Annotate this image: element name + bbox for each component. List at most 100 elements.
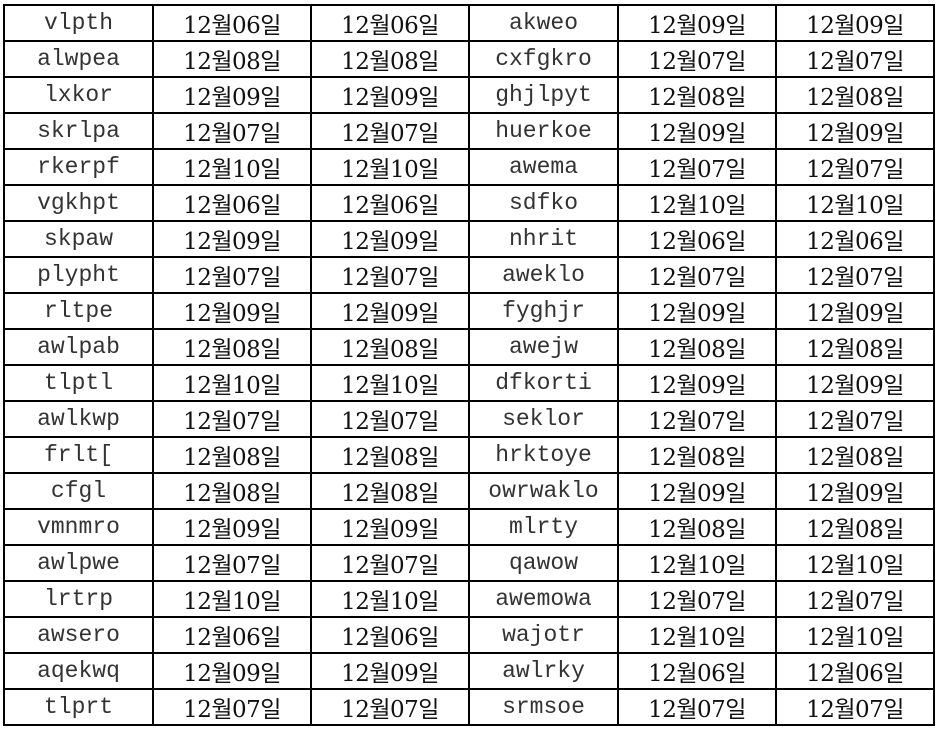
- date-cell[interactable]: 12월08일: [310, 328, 470, 366]
- date-cell[interactable]: 12월07일: [775, 40, 935, 78]
- date-cell[interactable]: 12월06일: [152, 616, 312, 654]
- date-cell[interactable]: 12월07일: [152, 256, 312, 294]
- name-cell[interactable]: awemowa: [468, 580, 619, 618]
- date-cell[interactable]: 12월10일: [775, 184, 935, 222]
- date-cell[interactable]: 12월07일: [617, 256, 777, 294]
- date-cell[interactable]: 12월06일: [310, 184, 470, 222]
- name-cell[interactable]: cfgl: [3, 472, 154, 510]
- name-cell[interactable]: huerkoe: [468, 112, 619, 150]
- date-cell[interactable]: 12월10일: [152, 580, 312, 618]
- name-cell[interactable]: skrlpa: [3, 112, 154, 150]
- date-cell[interactable]: 12월08일: [152, 328, 312, 366]
- name-cell[interactable]: sdfko: [468, 184, 619, 222]
- date-cell[interactable]: 12월07일: [617, 40, 777, 78]
- date-cell[interactable]: 12월08일: [775, 436, 935, 474]
- date-cell[interactable]: 12월09일: [310, 220, 470, 258]
- date-cell[interactable]: 12월10일: [617, 616, 777, 654]
- date-cell[interactable]: 12월09일: [775, 472, 935, 510]
- date-cell[interactable]: 12월06일: [617, 652, 777, 690]
- date-cell[interactable]: 12월07일: [310, 256, 470, 294]
- name-cell[interactable]: aqekwq: [3, 652, 154, 690]
- date-cell[interactable]: 12월09일: [152, 508, 312, 546]
- name-cell[interactable]: akweo: [468, 4, 619, 42]
- date-cell[interactable]: 12월08일: [152, 472, 312, 510]
- name-cell[interactable]: hrktoye: [468, 436, 619, 474]
- date-cell[interactable]: 12월09일: [310, 292, 470, 330]
- name-cell[interactable]: vgkhpt: [3, 184, 154, 222]
- name-cell[interactable]: awlpwe: [3, 544, 154, 582]
- date-cell[interactable]: 12월10일: [310, 580, 470, 618]
- date-cell[interactable]: 12월08일: [617, 328, 777, 366]
- name-cell[interactable]: cxfgkro: [468, 40, 619, 78]
- name-cell[interactable]: tlptl: [3, 364, 154, 402]
- name-cell[interactable]: awlkwp: [3, 400, 154, 438]
- date-cell[interactable]: 12월07일: [310, 688, 470, 726]
- name-cell[interactable]: skpaw: [3, 220, 154, 258]
- date-cell[interactable]: 12월09일: [152, 652, 312, 690]
- date-cell[interactable]: 12월09일: [617, 364, 777, 402]
- date-cell[interactable]: 12월08일: [310, 436, 470, 474]
- name-cell[interactable]: rkerpf: [3, 148, 154, 186]
- name-cell[interactable]: vmnmro: [3, 508, 154, 546]
- date-cell[interactable]: 12월10일: [310, 364, 470, 402]
- date-cell[interactable]: 12월10일: [152, 364, 312, 402]
- date-cell[interactable]: 12월08일: [310, 472, 470, 510]
- date-cell[interactable]: 12월09일: [310, 508, 470, 546]
- name-cell[interactable]: wajotr: [468, 616, 619, 654]
- date-cell[interactable]: 12월09일: [152, 220, 312, 258]
- name-cell[interactable]: alwpea: [3, 40, 154, 78]
- name-cell[interactable]: awsero: [3, 616, 154, 654]
- date-cell[interactable]: 12월07일: [152, 688, 312, 726]
- date-cell[interactable]: 12월07일: [152, 544, 312, 582]
- date-cell[interactable]: 12월07일: [310, 544, 470, 582]
- date-cell[interactable]: 12월10일: [310, 148, 470, 186]
- date-cell[interactable]: 12월09일: [152, 292, 312, 330]
- date-cell[interactable]: 12월07일: [775, 256, 935, 294]
- date-cell[interactable]: 12월07일: [152, 112, 312, 150]
- date-cell[interactable]: 12월10일: [775, 616, 935, 654]
- date-cell[interactable]: 12월09일: [617, 292, 777, 330]
- name-cell[interactable]: lrtrp: [3, 580, 154, 618]
- date-cell[interactable]: 12월07일: [152, 400, 312, 438]
- date-cell[interactable]: 12월07일: [310, 112, 470, 150]
- date-cell[interactable]: 12월06일: [775, 652, 935, 690]
- date-cell[interactable]: 12월07일: [775, 688, 935, 726]
- name-cell[interactable]: tlprt: [3, 688, 154, 726]
- date-cell[interactable]: 12월10일: [152, 148, 312, 186]
- name-cell[interactable]: rltpe: [3, 292, 154, 330]
- date-cell[interactable]: 12월10일: [775, 544, 935, 582]
- date-cell[interactable]: 12월07일: [617, 580, 777, 618]
- date-cell[interactable]: 12월06일: [310, 616, 470, 654]
- date-cell[interactable]: 12월07일: [775, 148, 935, 186]
- date-cell[interactable]: 12월10일: [617, 544, 777, 582]
- date-cell[interactable]: 12월07일: [775, 580, 935, 618]
- name-cell[interactable]: mlrty: [468, 508, 619, 546]
- name-cell[interactable]: awlrky: [468, 652, 619, 690]
- date-cell[interactable]: 12월09일: [775, 4, 935, 42]
- name-cell[interactable]: awlpab: [3, 328, 154, 366]
- name-cell[interactable]: plypht: [3, 256, 154, 294]
- name-cell[interactable]: qawow: [468, 544, 619, 582]
- date-cell[interactable]: 12월08일: [310, 40, 470, 78]
- date-cell[interactable]: 12월08일: [775, 508, 935, 546]
- date-cell[interactable]: 12월08일: [152, 436, 312, 474]
- name-cell[interactable]: ghjlpyt: [468, 76, 619, 114]
- date-cell[interactable]: 12월06일: [152, 4, 312, 42]
- date-cell[interactable]: 12월06일: [775, 220, 935, 258]
- date-cell[interactable]: 12월06일: [310, 4, 470, 42]
- date-cell[interactable]: 12월10일: [617, 184, 777, 222]
- name-cell[interactable]: frlt[: [3, 436, 154, 474]
- name-cell[interactable]: lxkor: [3, 76, 154, 114]
- name-cell[interactable]: srmsoe: [468, 688, 619, 726]
- name-cell[interactable]: nhrit: [468, 220, 619, 258]
- date-cell[interactable]: 12월09일: [617, 4, 777, 42]
- date-cell[interactable]: 12월08일: [775, 328, 935, 366]
- name-cell[interactable]: vlpth: [3, 4, 154, 42]
- date-cell[interactable]: 12월09일: [152, 76, 312, 114]
- name-cell[interactable]: dfkorti: [468, 364, 619, 402]
- date-cell[interactable]: 12월08일: [617, 436, 777, 474]
- date-cell[interactable]: 12월09일: [775, 112, 935, 150]
- date-cell[interactable]: 12월07일: [617, 148, 777, 186]
- date-cell[interactable]: 12월08일: [617, 508, 777, 546]
- date-cell[interactable]: 12월07일: [775, 400, 935, 438]
